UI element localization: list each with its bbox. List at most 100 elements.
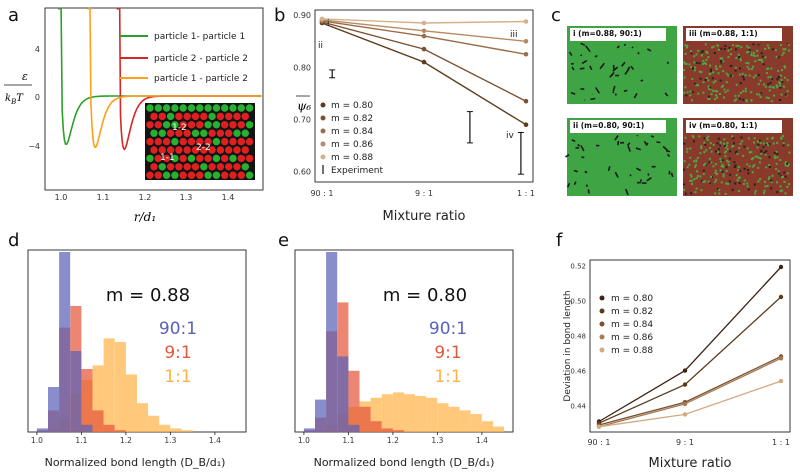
inset-particle-85 — [229, 154, 237, 163]
tile-speck-3-100 — [725, 146, 727, 149]
hist-e-xtick-4: 1.4 — [476, 436, 488, 445]
tile-speck-3-72 — [741, 140, 744, 143]
legend-f-label-0: m = 0.80 — [611, 294, 653, 304]
hist-d-bar-1-1-5 — [92, 365, 104, 432]
tile-crack-0-37 — [570, 91, 576, 95]
roman-iv: iv — [506, 131, 515, 141]
tile-speck-3-218 — [695, 187, 698, 190]
tile-speck-3-145 — [725, 144, 728, 147]
tile-crack-0-28 — [580, 42, 586, 46]
tile-speck-1-200 — [738, 56, 741, 58]
tile-speck-1-133 — [739, 57, 742, 60]
tile-speck-1-84 — [730, 74, 732, 77]
tile-speck-3-253 — [735, 174, 738, 177]
tile-speck-3-88 — [750, 151, 753, 153]
tile-speck-3-193 — [694, 164, 697, 167]
tile-speck-1-89 — [756, 93, 759, 96]
tile-crack-0-19 — [664, 92, 669, 97]
tile-speck-1-216 — [776, 78, 779, 81]
tile-speck-3-2 — [728, 157, 731, 160]
tile-speck-3-147 — [752, 157, 754, 160]
tile-speck-3-58 — [712, 165, 715, 168]
tile-speck-1-162 — [700, 53, 703, 56]
inset-particle-50 — [146, 137, 154, 146]
inset-particle-83 — [212, 154, 221, 163]
tile-speck-3-46 — [720, 160, 723, 163]
tile-speck-3-183 — [737, 176, 740, 179]
inset-particle-56 — [196, 137, 204, 146]
deviation-point-0-2 — [778, 264, 784, 270]
tile-speck-1-112 — [754, 60, 757, 63]
xlabel-d: Normalized bond length (D_B/d₁) — [45, 456, 226, 469]
xtick-a-2: 1.2 — [139, 193, 152, 202]
tile-speck-1-179 — [710, 68, 712, 71]
hist-e-bar-90-1-3 — [337, 356, 349, 432]
tile-crack-0-20 — [623, 43, 627, 47]
deviation-point-0-1 — [682, 368, 688, 373]
tile-crack-0-27 — [633, 92, 638, 99]
hist-e-xtick-1: 1.1 — [342, 436, 354, 445]
tile-speck-1-35 — [720, 61, 723, 64]
tile-speck-3-174 — [771, 137, 774, 140]
tile-speck-1-127 — [694, 82, 697, 85]
tile-crack-0-36 — [640, 79, 644, 82]
inset-particle-60 — [229, 137, 237, 146]
tile-speck-3-119 — [767, 144, 770, 147]
tile-speck-3-127 — [763, 180, 766, 183]
potential-curves — [57, 7, 262, 151]
inset-particle-92 — [183, 163, 191, 171]
tile-crack-2-14 — [635, 147, 641, 151]
tile-speck-3-123 — [691, 182, 693, 185]
tile-crack-0-14 — [571, 66, 575, 71]
inset-particle-90 — [166, 163, 175, 171]
tile-speck-3-179 — [696, 170, 699, 173]
inset-particle-29 — [179, 121, 187, 129]
tile-speck-3-210 — [783, 171, 786, 174]
tile-speck-3-225 — [690, 192, 692, 195]
inset-particle-74 — [241, 146, 249, 154]
inset-particle-111 — [237, 171, 245, 179]
tile-speck-1-188 — [712, 45, 715, 48]
tile-speck-1-168 — [685, 63, 688, 65]
inset-particle-69 — [200, 146, 208, 154]
tile-speck-1-6 — [750, 91, 753, 94]
tile-speck-3-121 — [688, 163, 691, 166]
tile-speck-1-204 — [727, 74, 730, 77]
tile-crack-2-22 — [627, 145, 631, 152]
psi6-series — [319, 16, 529, 127]
tile-speck-3-13 — [784, 192, 787, 195]
ytick-b-0: 0.90 — [293, 11, 311, 20]
tile-speck-3-122 — [710, 161, 713, 164]
tile-speck-3-204 — [767, 177, 770, 180]
tile-speck-1-144 — [693, 55, 696, 58]
tile-speck-1-122 — [788, 49, 791, 52]
hist-title-d: m = 0.88 — [106, 285, 190, 306]
tile-speck-1-197 — [695, 84, 698, 87]
tile-crack-2-32 — [670, 172, 674, 178]
tile-crack-2-34 — [624, 188, 629, 196]
tile-speck-1-54 — [735, 48, 738, 51]
tile-speck-1-181 — [783, 85, 785, 88]
tile-speck-1-142 — [711, 46, 714, 49]
tile-speck-1-102 — [684, 44, 687, 47]
tile-speck-3-54 — [695, 159, 698, 162]
tile-speck-3-20 — [686, 147, 689, 150]
tile-speck-1-97 — [759, 79, 762, 82]
xtick-a-1: 1.1 — [97, 193, 110, 202]
tile-speck-1-241 — [784, 48, 787, 51]
hist-e-xtick-3: 1.3 — [431, 436, 443, 445]
xlabel-a: r/d₁ — [134, 210, 156, 224]
tile-speck-1-74 — [720, 85, 723, 88]
inset-particle-21 — [216, 112, 225, 121]
inset-particle-48 — [233, 129, 241, 137]
tile-speck-3-187 — [716, 142, 719, 145]
tile-speck-3-101 — [690, 175, 693, 178]
tile-title-0: i (m=0.88, 90:1) — [573, 29, 642, 38]
tile-speck-1-48 — [688, 63, 691, 66]
psi6-point-3-1 — [421, 28, 427, 34]
tile-speck-1-108 — [757, 43, 760, 46]
inset-particle-0 — [146, 104, 154, 112]
xlabel-f: Mixture ratio — [648, 456, 731, 471]
tile-speck-1-101 — [702, 60, 705, 63]
tile-speck-3-57 — [721, 159, 724, 162]
